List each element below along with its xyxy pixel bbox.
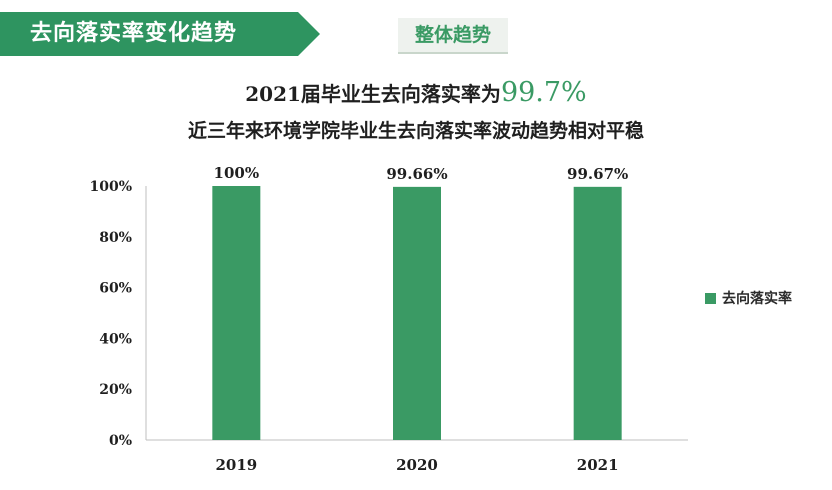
headline-prefix: 2021届毕业生去向落实率为 [245, 82, 501, 106]
y-tick-label: 0% [109, 433, 132, 449]
legend-label: 去向落实率 [722, 291, 792, 307]
headline-highlight: 99.7% [500, 77, 587, 108]
data-label-2019: 100% [214, 164, 260, 182]
bar-2019 [212, 186, 261, 440]
y-tick-label: 40% [99, 331, 132, 347]
y-tick-label: 80% [99, 230, 132, 246]
section-banner: 去向落实率变化趋势 [0, 12, 322, 56]
y-tick-label: 100% [89, 179, 132, 195]
x-tick-label-2019: 2019 [215, 456, 257, 474]
data-label-2021: 99.67% [567, 165, 628, 183]
headline-subline: 近三年来环境学院毕业生去向落实率波动趋势相对平稳 [187, 120, 644, 142]
headline: 2021届毕业生去向落实率为99.7% [0, 76, 832, 110]
legend-swatch [705, 292, 716, 304]
bar-2020 [393, 186, 441, 440]
y-tick-label: 60% [99, 281, 132, 297]
tab-overall-trend[interactable]: 整体趋势 [398, 18, 508, 54]
x-tick-label-2021: 2021 [577, 456, 619, 474]
banner-arrow-shape [0, 12, 320, 56]
data-label-2020: 99.66% [386, 165, 447, 183]
x-tick-label-2020: 2020 [396, 456, 438, 474]
legend: 去向落实率 [705, 288, 792, 308]
banner-title: 去向落实率变化趋势 [30, 21, 238, 46]
bar-2021 [573, 186, 622, 440]
y-tick-label: 20% [99, 382, 132, 398]
